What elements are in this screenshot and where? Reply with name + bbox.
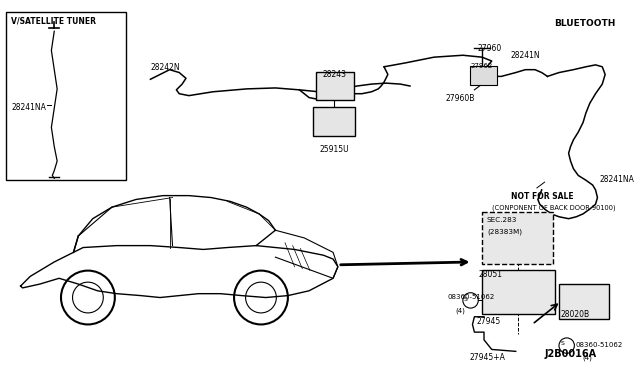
Text: 28051: 28051 <box>478 270 502 279</box>
FancyBboxPatch shape <box>482 212 553 264</box>
Text: 27960: 27960 <box>477 44 502 53</box>
FancyBboxPatch shape <box>482 270 555 314</box>
Text: 25915U: 25915U <box>319 145 349 154</box>
Text: (4): (4) <box>455 307 465 314</box>
Text: 28241NA: 28241NA <box>11 103 46 112</box>
Text: 08360-51062: 08360-51062 <box>575 342 623 348</box>
Text: SEC.283: SEC.283 <box>487 217 517 223</box>
Text: 28242N: 28242N <box>150 63 180 72</box>
Text: 27962: 27962 <box>470 63 493 69</box>
FancyBboxPatch shape <box>470 66 497 85</box>
Text: (CONPONENT OF BACK DOOR 90100): (CONPONENT OF BACK DOOR 90100) <box>492 204 615 211</box>
Bar <box>6 12 126 180</box>
FancyBboxPatch shape <box>316 71 354 100</box>
Text: (28383M): (28383M) <box>487 228 522 235</box>
FancyBboxPatch shape <box>313 107 355 136</box>
Text: S: S <box>464 296 468 302</box>
Text: (4): (4) <box>582 354 592 361</box>
Text: V/SATELLITE TUNER: V/SATELLITE TUNER <box>11 17 96 26</box>
Text: NOT FOR SALE: NOT FOR SALE <box>511 192 573 201</box>
Text: 27960B: 27960B <box>445 94 475 103</box>
Text: S: S <box>561 341 564 346</box>
Text: J2B0016A: J2B0016A <box>545 349 596 359</box>
Text: 28241NA: 28241NA <box>600 176 634 185</box>
Text: BLUETOOTH: BLUETOOTH <box>554 19 616 28</box>
Text: 28243: 28243 <box>323 70 347 78</box>
Text: 28020B: 28020B <box>561 310 590 319</box>
Text: 27945+A: 27945+A <box>470 353 506 362</box>
FancyBboxPatch shape <box>559 284 609 319</box>
Text: 08360-51062: 08360-51062 <box>447 294 495 300</box>
Text: 27945: 27945 <box>476 317 500 326</box>
Text: 28241N: 28241N <box>511 51 541 60</box>
